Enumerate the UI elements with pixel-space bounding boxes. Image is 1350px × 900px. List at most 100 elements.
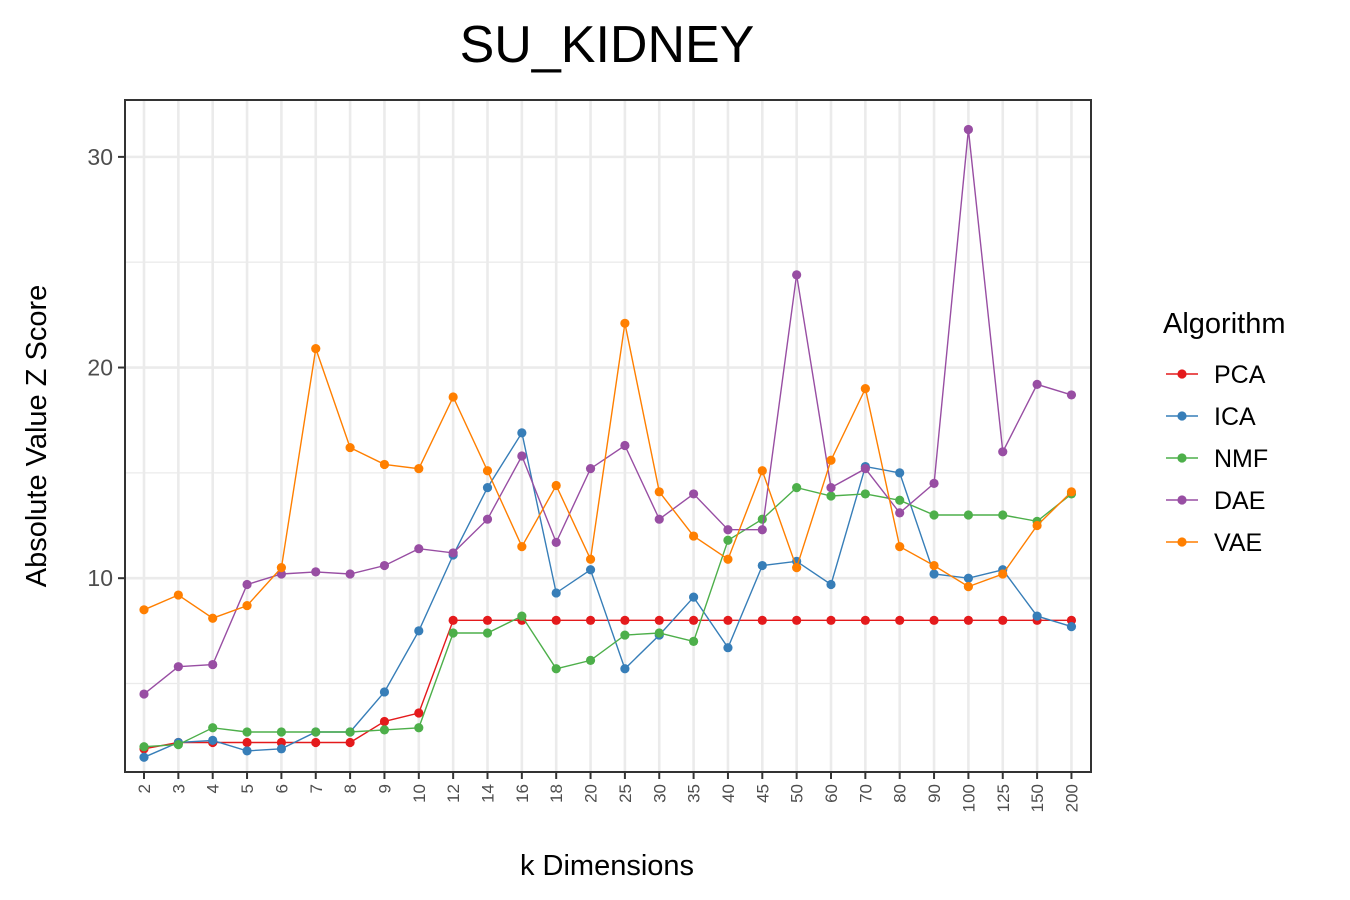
data-point-ica xyxy=(1032,611,1042,621)
legend-key-point xyxy=(1177,453,1187,463)
data-point-dae xyxy=(654,514,664,524)
data-point-ica xyxy=(139,752,149,762)
data-point-vae xyxy=(1066,487,1077,497)
x-tick-label: 200 xyxy=(1062,784,1081,812)
data-point-vae xyxy=(448,392,458,402)
legend-key-point xyxy=(1177,537,1187,547)
data-point-vae xyxy=(1032,520,1042,531)
data-point-dae xyxy=(963,124,974,135)
data-point-ica xyxy=(826,579,836,590)
data-point-dae xyxy=(276,569,286,579)
data-point-ica xyxy=(895,468,905,478)
data-point-nmf xyxy=(792,483,802,493)
data-point-vae xyxy=(208,613,218,623)
data-point-ica xyxy=(208,735,218,746)
data-point-nmf xyxy=(757,514,767,524)
data-point-pca xyxy=(482,615,493,625)
data-point-nmf xyxy=(860,489,870,499)
data-point-pca xyxy=(689,615,699,625)
series-line-nmf xyxy=(143,486,1072,748)
data-point-nmf xyxy=(345,727,355,737)
data-point-vae xyxy=(998,569,1008,579)
legend-label-nmf: NMF xyxy=(1214,445,1268,473)
legend-title: Algorithm xyxy=(1163,308,1286,340)
series-line-vae xyxy=(143,323,1072,619)
x-tick-label: 40 xyxy=(719,784,738,803)
data-point-nmf xyxy=(379,725,390,735)
x-tick-label: 3 xyxy=(169,784,188,793)
data-point-pca xyxy=(276,737,286,748)
y-tick-label: 10 xyxy=(87,565,113,591)
data-point-pca xyxy=(998,615,1008,625)
y-tick-label: 30 xyxy=(87,144,113,170)
x-tick-label: 12 xyxy=(444,784,463,803)
data-point-pca xyxy=(929,615,939,625)
data-point-vae xyxy=(620,318,630,328)
data-point-ica xyxy=(689,592,699,602)
data-point-pca xyxy=(585,615,596,625)
data-point-dae xyxy=(929,478,939,488)
data-point-nmf xyxy=(517,611,527,621)
x-axis-label: k Dimensions xyxy=(520,850,694,882)
data-point-vae xyxy=(482,466,493,476)
data-point-dae xyxy=(826,483,836,493)
data-point-dae xyxy=(998,447,1008,457)
data-point-dae xyxy=(311,567,321,577)
data-point-pca xyxy=(654,615,664,625)
legend-key-point xyxy=(1177,411,1187,421)
data-point-nmf xyxy=(895,495,905,505)
data-point-nmf xyxy=(482,628,493,638)
data-point-pca xyxy=(860,615,870,625)
series-layer xyxy=(139,124,1077,762)
data-point-ica xyxy=(929,569,939,579)
data-point-pca xyxy=(551,615,561,625)
data-point-vae xyxy=(792,563,802,573)
data-point-vae xyxy=(242,600,252,611)
data-point-nmf xyxy=(620,630,630,640)
x-tick-label: 100 xyxy=(959,784,978,812)
legend-label-dae: DAE xyxy=(1214,487,1265,515)
data-point-pca xyxy=(448,615,458,625)
y-axis-label: Absolute Value Z Score xyxy=(21,285,53,588)
data-point-vae xyxy=(689,531,699,541)
data-point-pca xyxy=(620,615,630,625)
x-tick-label: 30 xyxy=(650,784,669,803)
data-point-ica xyxy=(723,643,733,653)
data-point-vae xyxy=(345,442,355,453)
y-tick-label: 20 xyxy=(87,355,113,381)
data-point-nmf xyxy=(276,727,286,737)
data-point-vae xyxy=(517,541,527,552)
x-tick-label: 150 xyxy=(1028,784,1047,812)
x-tick-label: 5 xyxy=(238,784,257,793)
data-point-dae xyxy=(1066,390,1077,400)
x-tick-label: 10 xyxy=(410,784,429,803)
data-point-vae xyxy=(723,554,733,564)
x-tick-label: 35 xyxy=(685,784,704,803)
data-point-ica xyxy=(757,560,767,571)
data-point-vae xyxy=(929,560,939,571)
legend-label-ica: ICA xyxy=(1214,403,1256,431)
x-tick-label: 9 xyxy=(375,784,394,793)
data-point-vae xyxy=(757,466,767,476)
data-point-vae xyxy=(551,480,561,491)
data-point-pca xyxy=(826,615,836,625)
data-point-pca xyxy=(757,615,767,625)
data-point-nmf xyxy=(551,664,561,674)
data-point-pca xyxy=(345,737,355,748)
data-point-dae xyxy=(448,548,458,558)
x-tick-label: 2 xyxy=(135,784,154,793)
data-point-pca xyxy=(963,615,974,625)
data-point-dae xyxy=(208,659,218,670)
x-tick-label: 45 xyxy=(753,784,772,803)
data-point-dae xyxy=(757,525,767,535)
x-tick-label: 80 xyxy=(891,784,910,803)
x-tick-label: 14 xyxy=(479,784,498,803)
data-point-ica xyxy=(1066,622,1077,632)
data-point-nmf xyxy=(414,723,424,733)
data-point-dae xyxy=(895,508,905,518)
data-point-nmf xyxy=(689,636,699,646)
data-point-pca xyxy=(792,615,802,625)
data-point-vae xyxy=(654,487,664,497)
data-point-pca xyxy=(723,615,733,625)
data-point-ica xyxy=(414,626,424,636)
